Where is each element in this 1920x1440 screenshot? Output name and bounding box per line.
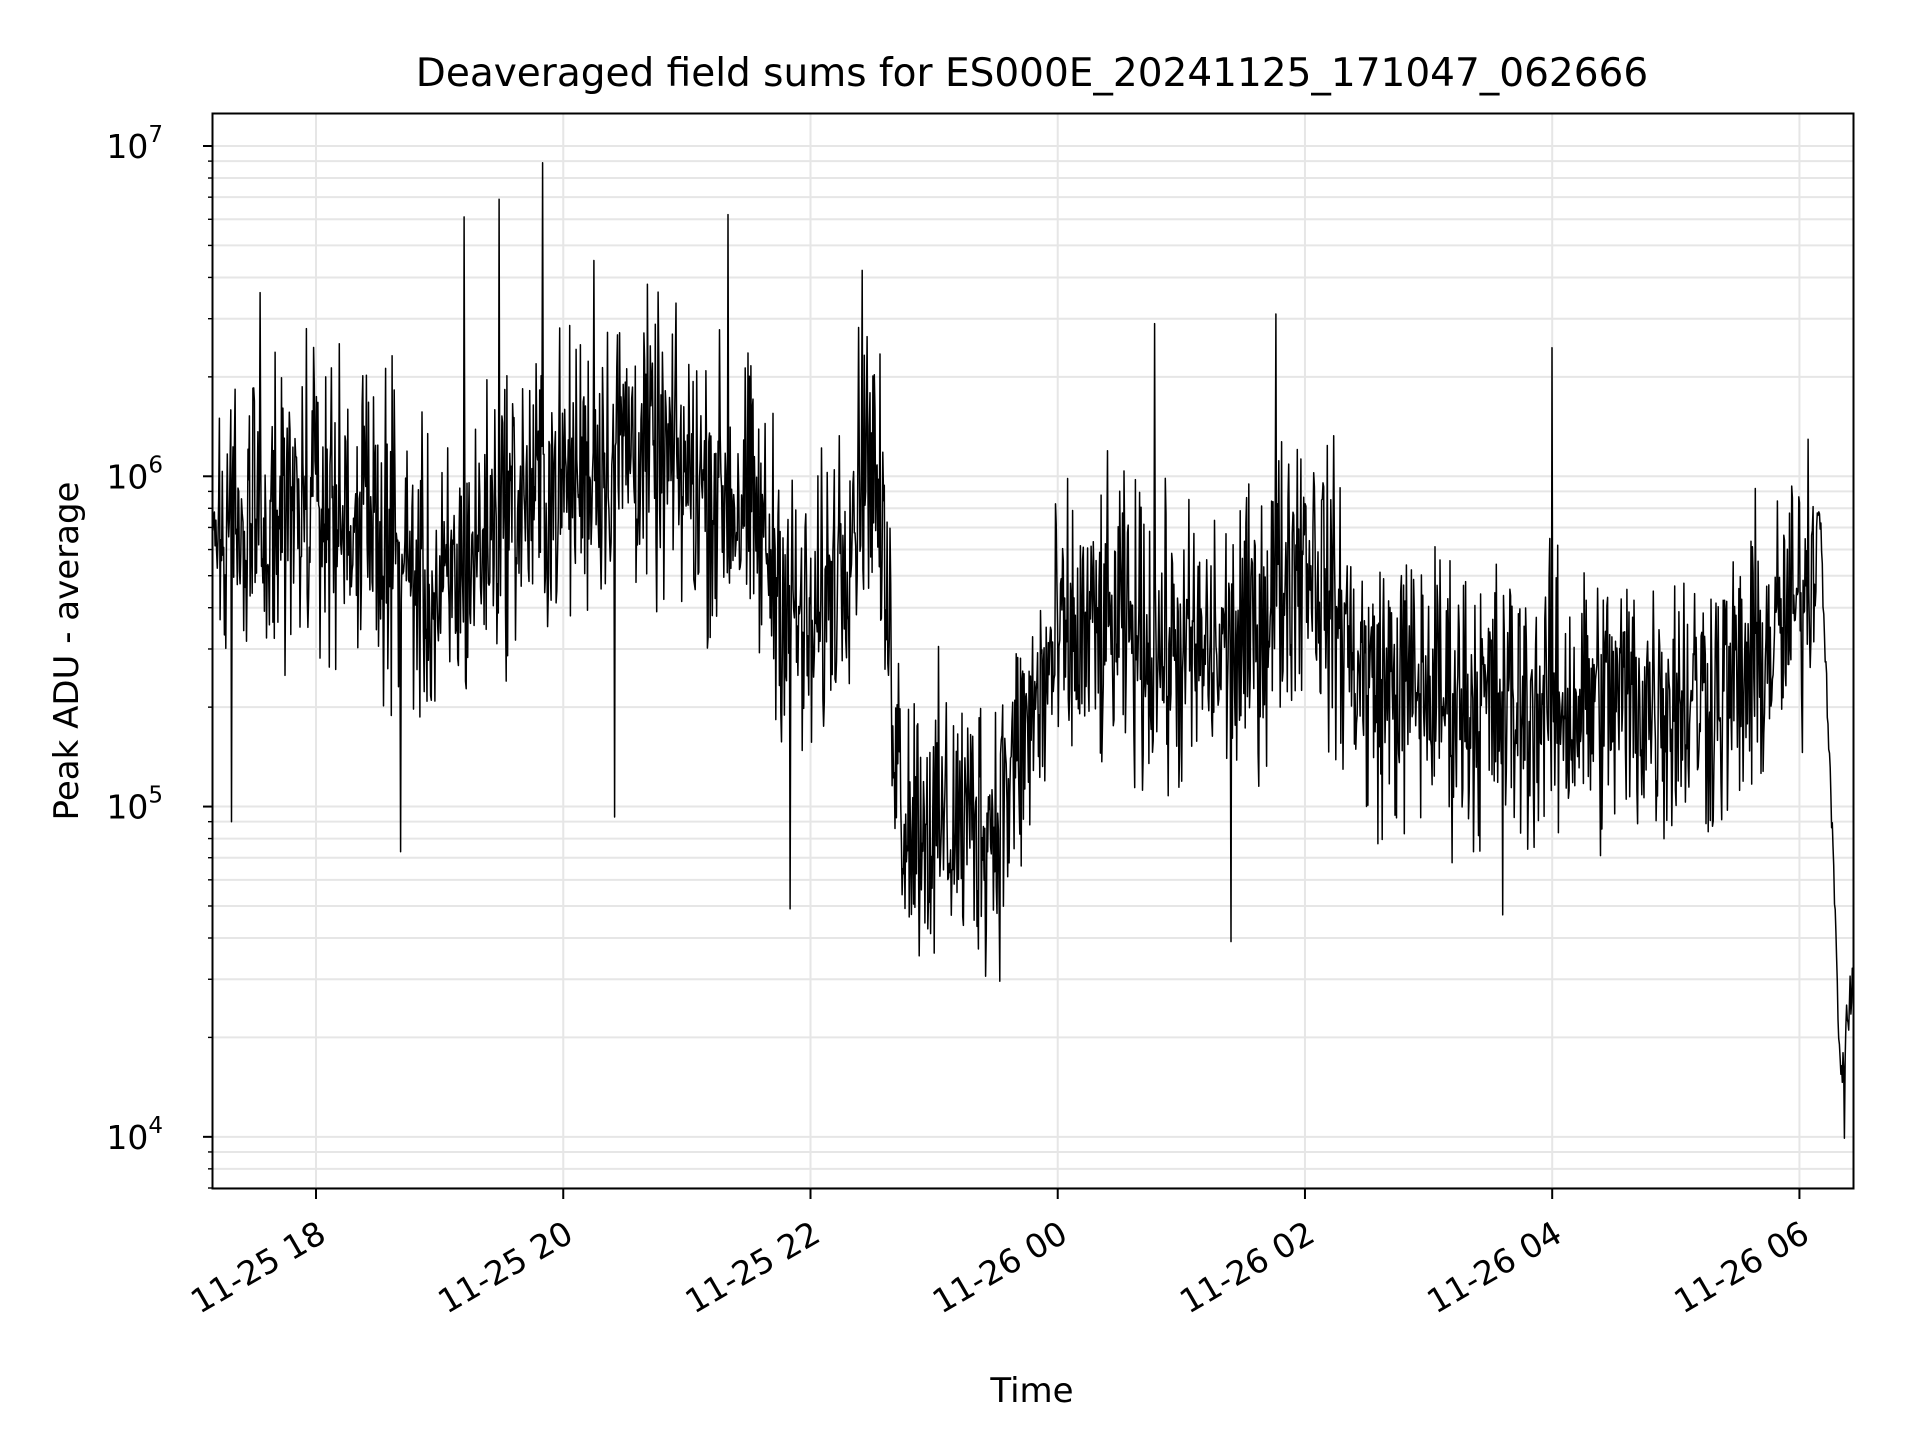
y-tick-label: 106 bbox=[106, 452, 163, 496]
series-line bbox=[212, 161, 1854, 1140]
y-tick-label: 105 bbox=[106, 783, 163, 827]
plot-frame bbox=[211, 112, 1855, 1190]
y-axis-label: Peak ADU - average bbox=[47, 482, 87, 821]
chart-title: Deaveraged field sums for ES000E_2024112… bbox=[416, 51, 1648, 96]
y-tick-label: 104 bbox=[106, 1113, 163, 1157]
plot-layer bbox=[212, 161, 1854, 1140]
x-axis-label: Time bbox=[989, 1371, 1073, 1411]
y-tick-label: 107 bbox=[106, 122, 163, 166]
